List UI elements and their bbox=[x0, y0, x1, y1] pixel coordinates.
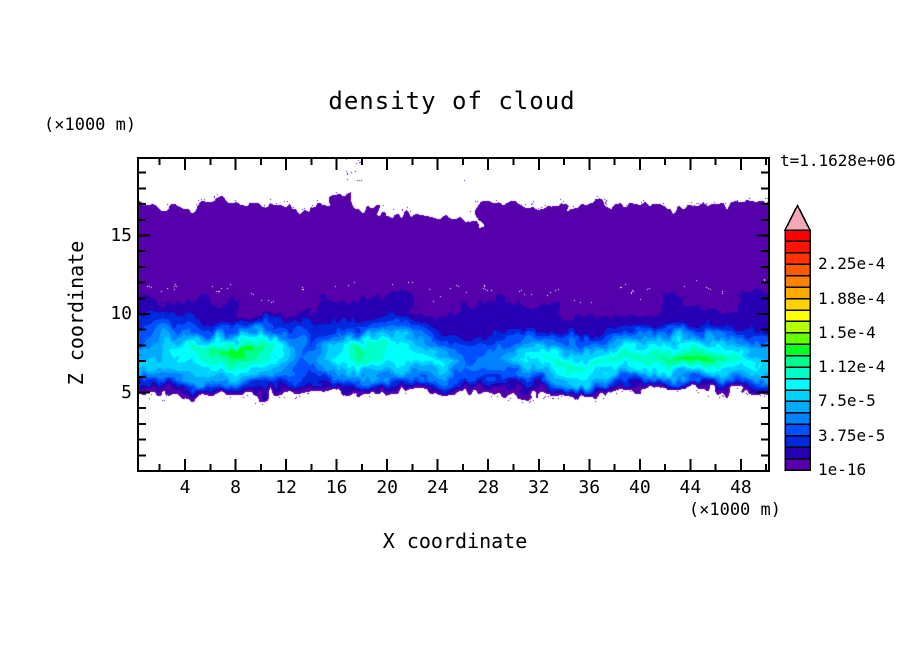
z-axis-title: Z coordinate bbox=[64, 240, 88, 386]
x-tick-label: 44 bbox=[679, 477, 702, 498]
colorbar-tick-label: 1.12e-4 bbox=[818, 357, 886, 377]
x-tick-label: 12 bbox=[275, 477, 297, 498]
z-axis-unit-label: (×1000 m) bbox=[44, 115, 137, 135]
colorbar-tick-label: 1e-16 bbox=[818, 460, 867, 479]
colorbar-tick-label: 2.25e-4 bbox=[818, 254, 886, 274]
chart-title: density of cloud bbox=[328, 87, 576, 115]
x-tick-label: 28 bbox=[477, 477, 500, 498]
x-tick-label: 20 bbox=[376, 477, 398, 498]
colorbar-tick-label: 1.5e-4 bbox=[818, 322, 876, 342]
x-tick-label: 40 bbox=[629, 477, 651, 498]
x-tick-label: 48 bbox=[730, 477, 752, 498]
time-label: t=1.1628e+06 bbox=[780, 151, 896, 170]
x-tick-label: 36 bbox=[578, 477, 601, 498]
colorbar-tick-label: 1.88e-4 bbox=[818, 288, 886, 308]
x-tick-label: 32 bbox=[527, 477, 550, 498]
cloud-density-field bbox=[138, 158, 769, 471]
z-tick-label: 10 bbox=[110, 303, 132, 325]
z-tick-label: 5 bbox=[121, 381, 132, 403]
x-tick-label: 8 bbox=[230, 477, 241, 498]
z-tick-label: 15 bbox=[110, 224, 132, 246]
x-tick-label: 16 bbox=[325, 477, 348, 498]
x-tick-label: 24 bbox=[426, 477, 449, 498]
x-axis-unit-label: (×1000 m) bbox=[688, 500, 781, 520]
x-axis-title: X coordinate bbox=[382, 529, 528, 553]
colorbar-tick-label: 3.75e-5 bbox=[818, 425, 886, 445]
x-tick-label: 4 bbox=[179, 477, 191, 498]
colorbar-tick-label: 7.5e-5 bbox=[818, 391, 876, 411]
